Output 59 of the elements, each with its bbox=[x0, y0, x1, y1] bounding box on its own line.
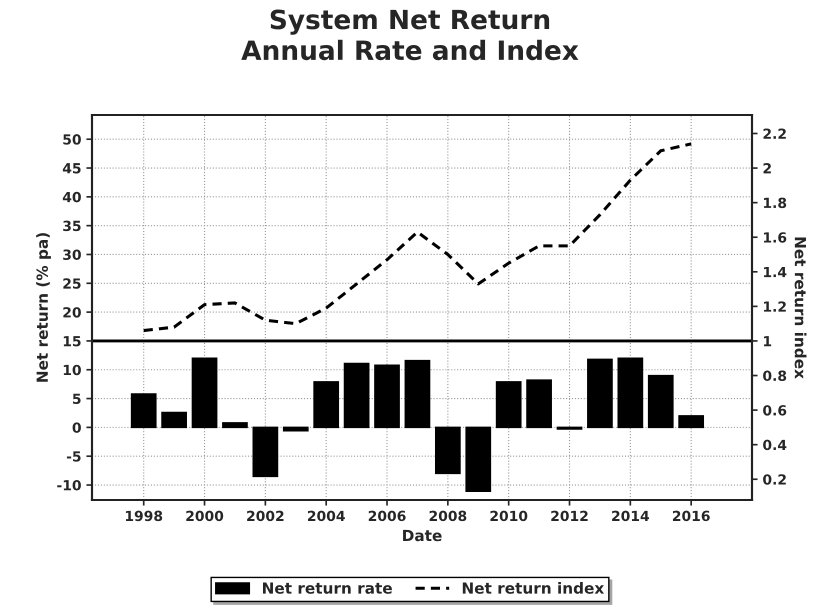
y-tick-label: 45 bbox=[62, 163, 81, 174]
y-tick-label: 10 bbox=[64, 364, 81, 376]
x-tick-label: 2010 bbox=[490, 510, 528, 522]
bar bbox=[282, 426, 309, 432]
y2-tick-label: 2.2 bbox=[764, 128, 786, 139]
x-tick-label: 2016 bbox=[672, 510, 710, 522]
bar bbox=[192, 358, 218, 428]
y2-tick-label: 0.8 bbox=[763, 370, 786, 381]
bar bbox=[252, 426, 278, 478]
y-tick-label: 5 bbox=[72, 394, 81, 404]
y2-axis-title: Net return index bbox=[794, 237, 806, 379]
y-tick-label: -10 bbox=[57, 480, 81, 490]
y-axis-title: Net return (% pa) bbox=[36, 233, 51, 382]
bar bbox=[313, 381, 340, 428]
bar bbox=[344, 362, 370, 428]
x-tick-label: 2006 bbox=[368, 510, 406, 522]
y-tick-label: 0 bbox=[72, 422, 81, 433]
y-tick-label: 15 bbox=[64, 336, 81, 346]
y-tick-label: 25 bbox=[63, 278, 81, 289]
y2-tick-label: 1.2 bbox=[764, 301, 786, 312]
y-tick-label: 40 bbox=[62, 192, 81, 202]
bar bbox=[496, 381, 522, 428]
x-tick-label: 2014 bbox=[612, 510, 650, 522]
bar bbox=[404, 360, 430, 428]
bar bbox=[374, 364, 400, 428]
bar bbox=[434, 426, 461, 474]
bar bbox=[617, 358, 644, 428]
y2-tick-label: 2 bbox=[764, 163, 771, 174]
y2-tick-label: 0.2 bbox=[763, 474, 786, 485]
x-axis-title: Date bbox=[403, 530, 442, 542]
x-tick-label: 2002 bbox=[247, 510, 284, 522]
x-tick-label: 2000 bbox=[186, 510, 224, 522]
legend-label: Net return rate bbox=[262, 582, 392, 594]
chart-title: System Net Return Annual Rate and Index bbox=[241, 9, 578, 60]
y2-tick-label: 1.8 bbox=[764, 198, 786, 208]
y2-tick-label: 0.6 bbox=[763, 405, 786, 416]
y-tick-label: 35 bbox=[63, 220, 81, 232]
y-tick-label: 30 bbox=[63, 249, 81, 260]
y-tick-label: 20 bbox=[63, 307, 81, 318]
bar bbox=[130, 393, 157, 428]
x-tick-label: 2012 bbox=[551, 510, 588, 522]
bar bbox=[465, 426, 492, 492]
legend-label: Net return index bbox=[462, 582, 604, 594]
x-tick-label: 2008 bbox=[430, 510, 466, 522]
x-tick-label: 1998 bbox=[126, 510, 162, 522]
y-tick-label: 50 bbox=[63, 134, 81, 145]
bar bbox=[222, 422, 248, 428]
bar bbox=[526, 379, 552, 428]
x-tick-label: 2004 bbox=[308, 510, 345, 522]
y2-tick-label: 0.4 bbox=[763, 440, 786, 450]
bar bbox=[678, 415, 704, 428]
y-tick-label: -5 bbox=[66, 451, 81, 462]
line-series bbox=[142, 142, 693, 332]
bar bbox=[648, 374, 674, 428]
bar bbox=[587, 358, 613, 428]
y2-tick-label: 1.6 bbox=[764, 232, 786, 243]
y2-tick-label: 1 bbox=[764, 336, 772, 346]
y2-tick-label: 1.4 bbox=[764, 266, 786, 278]
bar bbox=[161, 412, 187, 428]
